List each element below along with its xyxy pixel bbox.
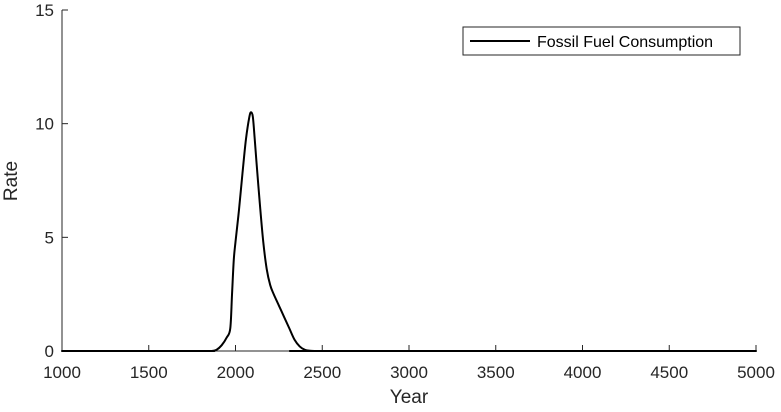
- x-tick-label: 5000: [737, 363, 775, 382]
- series-layer: [61, 111, 757, 353]
- x-axis-ticks: 1000 1500 2000 2500 3000 3500 4000 4500 5000: [43, 345, 775, 382]
- x-tick-label: 2500: [303, 363, 341, 382]
- x-tick-label: 1500: [130, 363, 168, 382]
- x-tick-label: 2000: [217, 363, 255, 382]
- x-tick-label: 1000: [43, 363, 81, 382]
- plot-area: [61, 10, 756, 352]
- x-tick-label: 3000: [390, 363, 428, 382]
- y-tick-label: 15: [35, 1, 54, 20]
- legend-label-fossil-fuel-consumption: Fossil Fuel Consumption: [537, 34, 713, 51]
- y-tick-label: 0: [45, 342, 54, 361]
- series-line-fossil-fuel-consumption: [61, 111, 757, 353]
- legend: Fossil Fuel Consumption: [462, 26, 741, 56]
- x-tick-label: 4500: [650, 363, 688, 382]
- x-tick-label: 4000: [564, 363, 602, 382]
- y-tick-label: 5: [45, 228, 54, 247]
- y-axis-ticks: 0 5 10 15: [35, 1, 68, 361]
- x-tick-label: 3500: [477, 363, 515, 382]
- y-axis-label: Rate: [1, 161, 22, 201]
- x-axis-label: Year: [390, 387, 429, 407]
- y-tick-label: 10: [35, 115, 54, 134]
